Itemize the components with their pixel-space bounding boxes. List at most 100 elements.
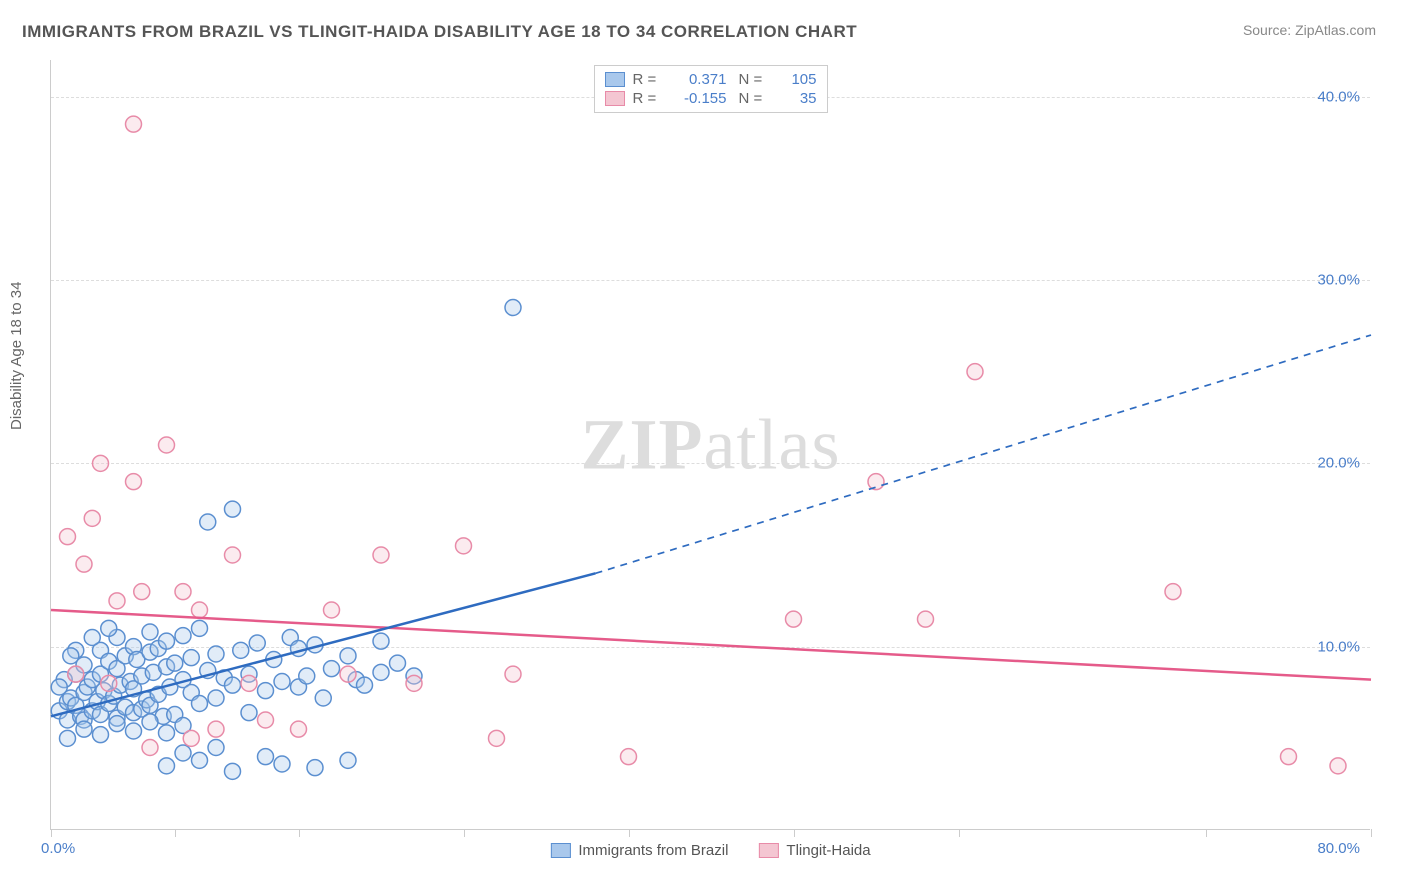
- scatter-point: [258, 749, 274, 765]
- scatter-point: [208, 721, 224, 737]
- scatter-point: [134, 584, 150, 600]
- scatter-point: [258, 683, 274, 699]
- scatter-point: [241, 675, 257, 691]
- scatter-point: [93, 455, 109, 471]
- scatter-point: [291, 641, 307, 657]
- scatter-point: [373, 664, 389, 680]
- scatter-point: [76, 556, 92, 572]
- source-label: Source: ZipAtlas.com: [1243, 22, 1376, 38]
- scatter-point: [291, 721, 307, 737]
- legend-swatch-brazil: [550, 843, 570, 858]
- scatter-point: [159, 725, 175, 741]
- scatter-point: [456, 538, 472, 554]
- stats-legend-row-tlingit: R = -0.155 N = 35: [605, 89, 817, 108]
- r-value-brazil: 0.371: [671, 71, 727, 88]
- n-label: N =: [739, 71, 769, 88]
- legend-swatch-tlingit: [605, 91, 625, 106]
- scatter-point: [192, 696, 208, 712]
- scatter-point: [84, 510, 100, 526]
- scatter-point: [183, 650, 199, 666]
- scatter-point: [621, 749, 637, 765]
- scatter-point: [175, 584, 191, 600]
- plot-area: ZIPatlas 10.0%20.0%30.0%40.0% 0.0% 80.0%…: [50, 60, 1370, 830]
- scatter-point: [126, 723, 142, 739]
- scatter-point: [208, 646, 224, 662]
- scatter-point: [1165, 584, 1181, 600]
- x-max-label: 80.0%: [1317, 840, 1360, 857]
- scatter-point: [249, 635, 265, 651]
- scatter-point: [208, 740, 224, 756]
- scatter-point: [159, 633, 175, 649]
- scatter-point: [274, 756, 290, 772]
- scatter-point: [489, 730, 505, 746]
- scatter-point: [175, 745, 191, 761]
- scatter-point: [225, 677, 241, 693]
- chart-title: IMMIGRANTS FROM BRAZIL VS TLINGIT-HAIDA …: [22, 22, 857, 42]
- scatter-point: [183, 730, 199, 746]
- scatter-point: [101, 620, 117, 636]
- scatter-point: [109, 593, 125, 609]
- scatter-point: [63, 648, 79, 664]
- series-legend-tlingit: Tlingit-Haida: [758, 842, 870, 859]
- scatter-point: [274, 674, 290, 690]
- scatter-point: [159, 758, 175, 774]
- scatter-point: [340, 666, 356, 682]
- n-value-brazil: 105: [777, 71, 817, 88]
- scatter-point: [167, 655, 183, 671]
- scatter-point: [76, 721, 92, 737]
- scatter-point: [225, 501, 241, 517]
- x-origin-label: 0.0%: [41, 840, 75, 857]
- scatter-point: [1281, 749, 1297, 765]
- scatter-point: [126, 116, 142, 132]
- scatter-point: [93, 727, 109, 743]
- scatter-point: [241, 705, 257, 721]
- scatter-point: [357, 677, 373, 693]
- scatter-point: [868, 474, 884, 490]
- scatter-point: [208, 690, 224, 706]
- scatter-point: [51, 679, 67, 695]
- scatter-point: [324, 602, 340, 618]
- scatter-point: [307, 760, 323, 776]
- scatter-point: [373, 633, 389, 649]
- stats-legend-row-brazil: R = 0.371 N = 105: [605, 70, 817, 89]
- legend-swatch-brazil: [605, 72, 625, 87]
- scatter-point: [1330, 758, 1346, 774]
- r-value-tlingit: -0.155: [671, 90, 727, 107]
- scatter-point: [225, 763, 241, 779]
- scatter-point: [192, 620, 208, 636]
- scatter-point: [192, 602, 208, 618]
- scatter-point: [315, 690, 331, 706]
- scatter-point: [175, 628, 191, 644]
- n-label: N =: [739, 90, 769, 107]
- scatter-point: [68, 666, 84, 682]
- chart-svg: [51, 60, 1370, 829]
- scatter-point: [142, 714, 158, 730]
- series-legend-brazil: Immigrants from Brazil: [550, 842, 728, 859]
- stats-legend: R = 0.371 N = 105 R = -0.155 N = 35: [594, 65, 828, 113]
- scatter-point: [225, 547, 241, 563]
- scatter-point: [324, 661, 340, 677]
- scatter-point: [406, 675, 422, 691]
- scatter-point: [200, 514, 216, 530]
- scatter-point: [101, 675, 117, 691]
- scatter-point: [60, 730, 76, 746]
- r-label: R =: [633, 90, 663, 107]
- scatter-point: [233, 642, 249, 658]
- scatter-point: [258, 712, 274, 728]
- y-axis-label: Disability Age 18 to 34: [8, 282, 25, 430]
- scatter-point: [340, 648, 356, 664]
- legend-swatch-tlingit: [758, 843, 778, 858]
- scatter-point: [142, 740, 158, 756]
- scatter-point: [373, 547, 389, 563]
- series-legend: Immigrants from Brazil Tlingit-Haida: [550, 842, 870, 859]
- scatter-point: [159, 437, 175, 453]
- scatter-point: [60, 529, 76, 545]
- scatter-point: [299, 668, 315, 684]
- scatter-point: [340, 752, 356, 768]
- scatter-point: [505, 666, 521, 682]
- scatter-point: [786, 611, 802, 627]
- scatter-point: [918, 611, 934, 627]
- scatter-point: [142, 624, 158, 640]
- scatter-point: [84, 630, 100, 646]
- scatter-point: [390, 655, 406, 671]
